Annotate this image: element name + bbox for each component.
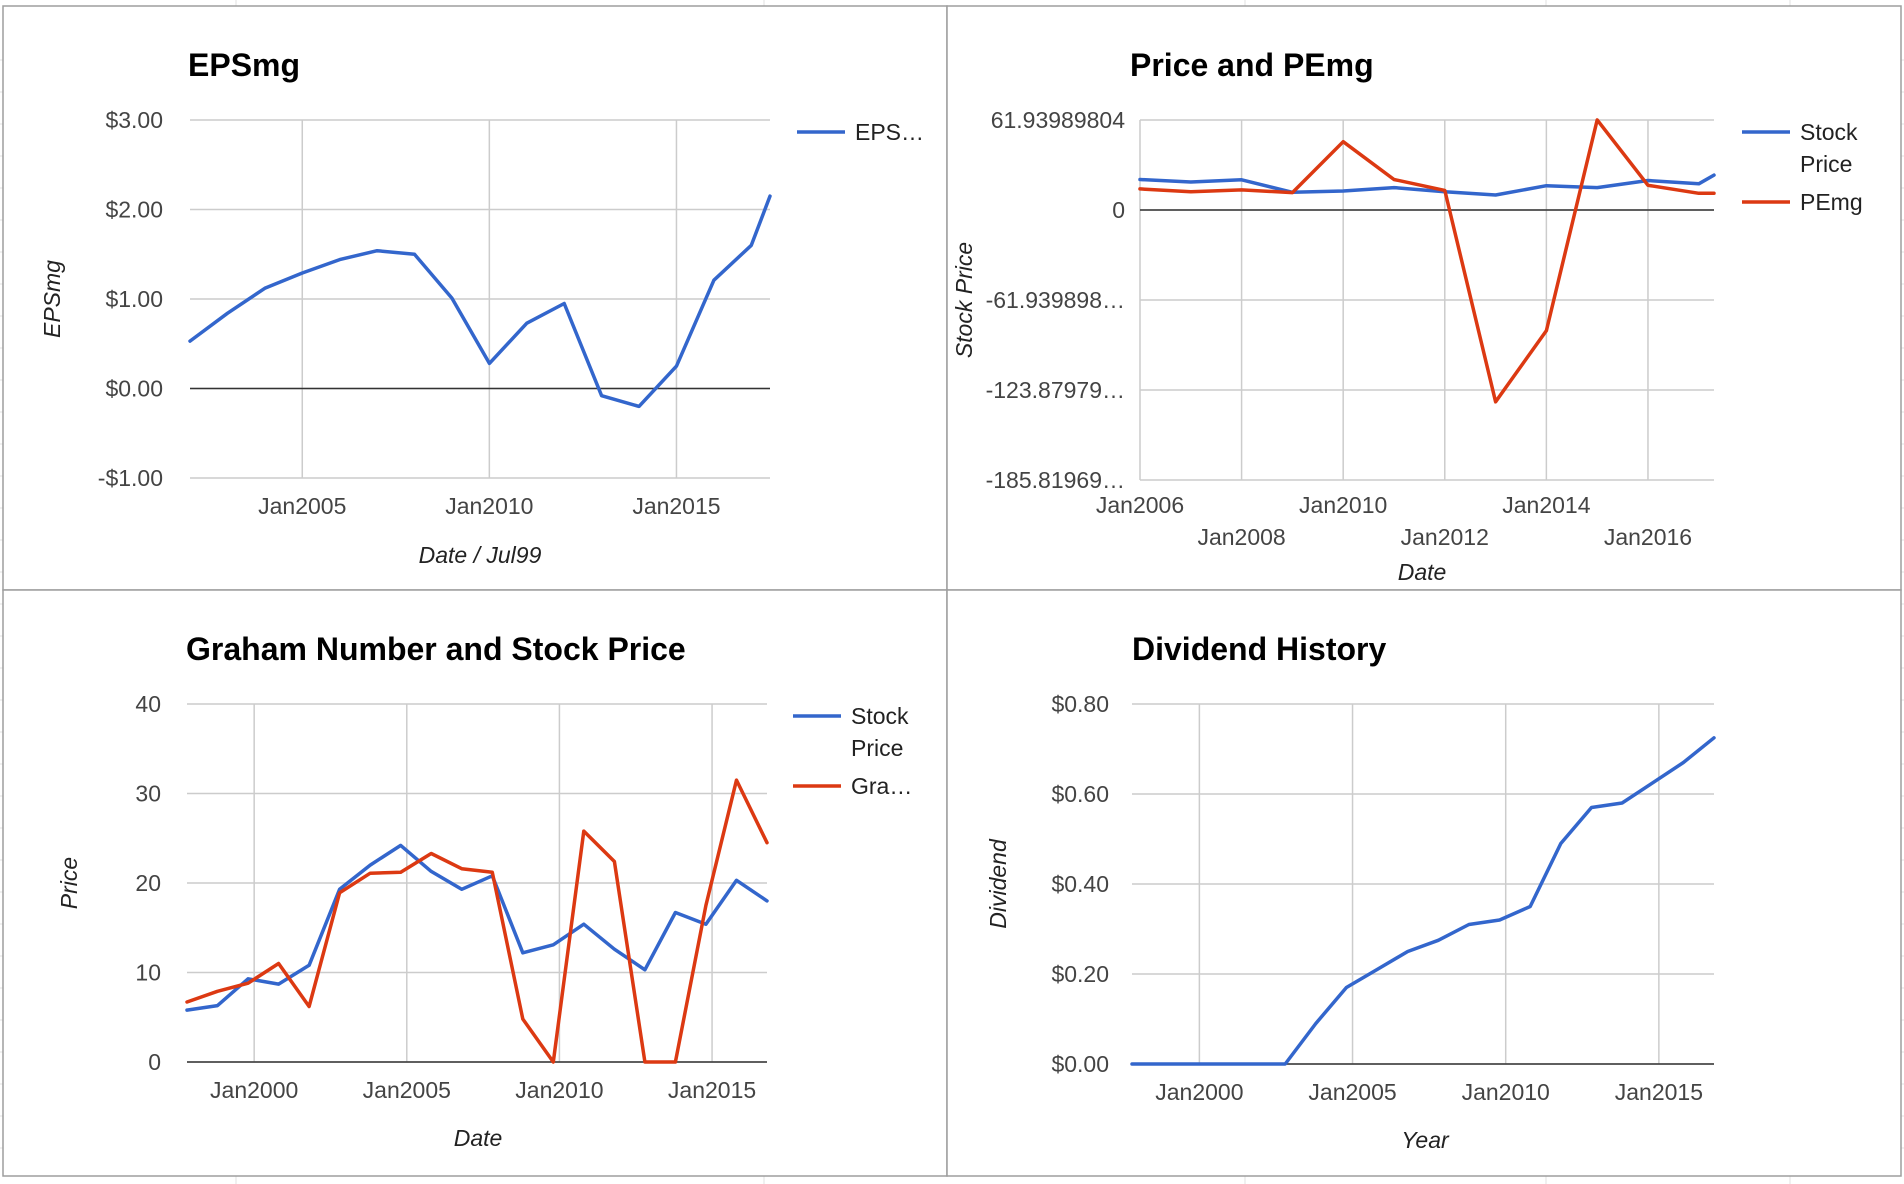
- y-tick-label: $0.20: [1051, 961, 1109, 987]
- chart-title: Price and PEmg: [1130, 47, 1374, 83]
- legend-label: Stock: [851, 703, 909, 729]
- x-tick-label: Jan2005: [1308, 1079, 1396, 1105]
- y-tick-label: 20: [135, 870, 161, 896]
- chart-title: EPSmg: [188, 47, 300, 83]
- chart-panel-dividend[interactable]: [946, 589, 1902, 1177]
- x-axis-title: Date: [454, 1125, 503, 1151]
- series-line-1: [185, 843, 769, 1012]
- x-tick-label: Jan2015: [1615, 1079, 1703, 1105]
- x-tick-label: Jan2010: [445, 493, 533, 519]
- x-tick-label: Jan2015: [668, 1077, 756, 1103]
- y-tick-label: 40: [135, 691, 161, 717]
- x-axis-title: Year: [1401, 1127, 1450, 1153]
- legend-label: Price: [1800, 151, 1852, 177]
- series-line-1: [1130, 736, 1716, 1066]
- y-axis-title: EPSmg: [39, 260, 65, 338]
- legend-label: Gra…: [851, 773, 912, 799]
- chart-panel-price-pemg[interactable]: [946, 5, 1902, 591]
- y-tick-label: 10: [135, 960, 161, 986]
- series-line-2: [185, 778, 769, 1064]
- legend-label: Price: [851, 735, 903, 761]
- chart-title: Graham Number and Stock Price: [186, 631, 686, 667]
- x-tick-label: Jan2010: [1299, 492, 1387, 518]
- chart-dividend: Dividend History $0.80 $0.60 $0.40 $0.20 $0.0…: [985, 631, 1716, 1153]
- y-tick-label: -61.939898…: [986, 287, 1125, 313]
- x-tick-label: Jan2010: [1462, 1079, 1550, 1105]
- legend-label: PEmg: [1800, 189, 1863, 215]
- y-tick-label: $0.40: [1051, 871, 1109, 897]
- y-tick-label: -185.81969…: [986, 467, 1125, 493]
- y-tick-label: 30: [135, 781, 161, 807]
- y-tick-label: 0: [1112, 197, 1125, 223]
- series-line-1: [188, 194, 772, 409]
- y-tick-label: $0.80: [1051, 691, 1109, 717]
- x-axis-title: Date: [1398, 559, 1447, 585]
- x-axis-title: Date / Jul99: [419, 542, 542, 568]
- y-tick-label: $3.00: [105, 107, 163, 133]
- x-tick-label: Jan2000: [210, 1077, 298, 1103]
- y-tick-label: $0.00: [105, 376, 163, 402]
- chart-graham: Graham Number and Stock Price 40 30 20 10 0 Ja…: [56, 631, 912, 1151]
- x-tick-label: Jan2005: [258, 493, 346, 519]
- x-tick-label: Jan2010: [515, 1077, 603, 1103]
- y-tick-label: $0.60: [1051, 781, 1109, 807]
- series-line-2: [1138, 118, 1716, 404]
- y-tick-label: $0.00: [1051, 1051, 1109, 1077]
- y-tick-label: $2.00: [105, 197, 163, 223]
- y-tick-label: 0: [148, 1049, 161, 1075]
- x-tick-label: Jan2000: [1155, 1079, 1243, 1105]
- y-tick-label: 61.93989804: [991, 107, 1126, 133]
- x-tick-label: Jan2015: [632, 493, 720, 519]
- y-tick-label: -123.87979…: [986, 377, 1125, 403]
- legend-label: EPS…: [855, 119, 924, 145]
- chart-epsmg: EPSmg $3.00 $2.00 $1.00 $0.00 -$1.00 Jan2005 Ja…: [39, 47, 924, 568]
- y-axis-title: Price: [56, 857, 82, 909]
- y-tick-label: -$1.00: [98, 465, 163, 491]
- x-tick-label: Jan2016: [1604, 524, 1692, 550]
- x-tick-label: Jan2012: [1401, 524, 1489, 550]
- y-axis-title: Dividend: [985, 838, 1011, 929]
- y-axis-title: Stock Price: [951, 242, 977, 358]
- y-tick-label: $1.00: [105, 286, 163, 312]
- x-tick-label: Jan2006: [1096, 492, 1184, 518]
- chart-title: Dividend History: [1132, 631, 1386, 667]
- legend-label: Stock: [1800, 119, 1858, 145]
- x-tick-label: Jan2014: [1502, 492, 1590, 518]
- x-tick-label: Jan2008: [1197, 524, 1285, 550]
- x-tick-label: Jan2005: [363, 1077, 451, 1103]
- chart-panel-epsmg[interactable]: [2, 5, 948, 591]
